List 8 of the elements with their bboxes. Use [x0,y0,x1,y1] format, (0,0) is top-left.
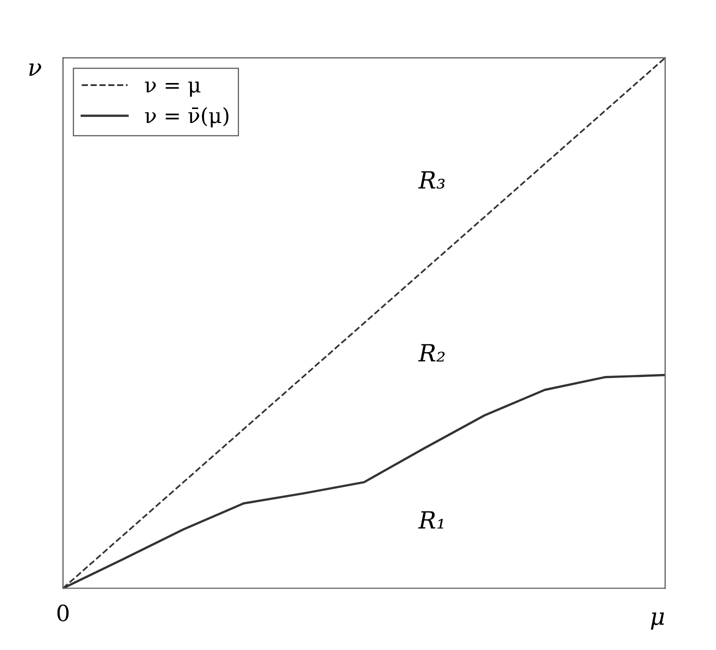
text: 0 [57,604,69,622]
legend-label: ν = ν̄(μ) [145,107,228,128]
x-axis-title: μ [650,612,664,630]
annotation: R₁ [418,511,444,529]
annotation: R₂ [418,344,445,362]
annotation: R₃ [418,171,445,189]
y-axis-title: ν [29,64,42,76]
legend-label: ν = μ [145,82,200,97]
